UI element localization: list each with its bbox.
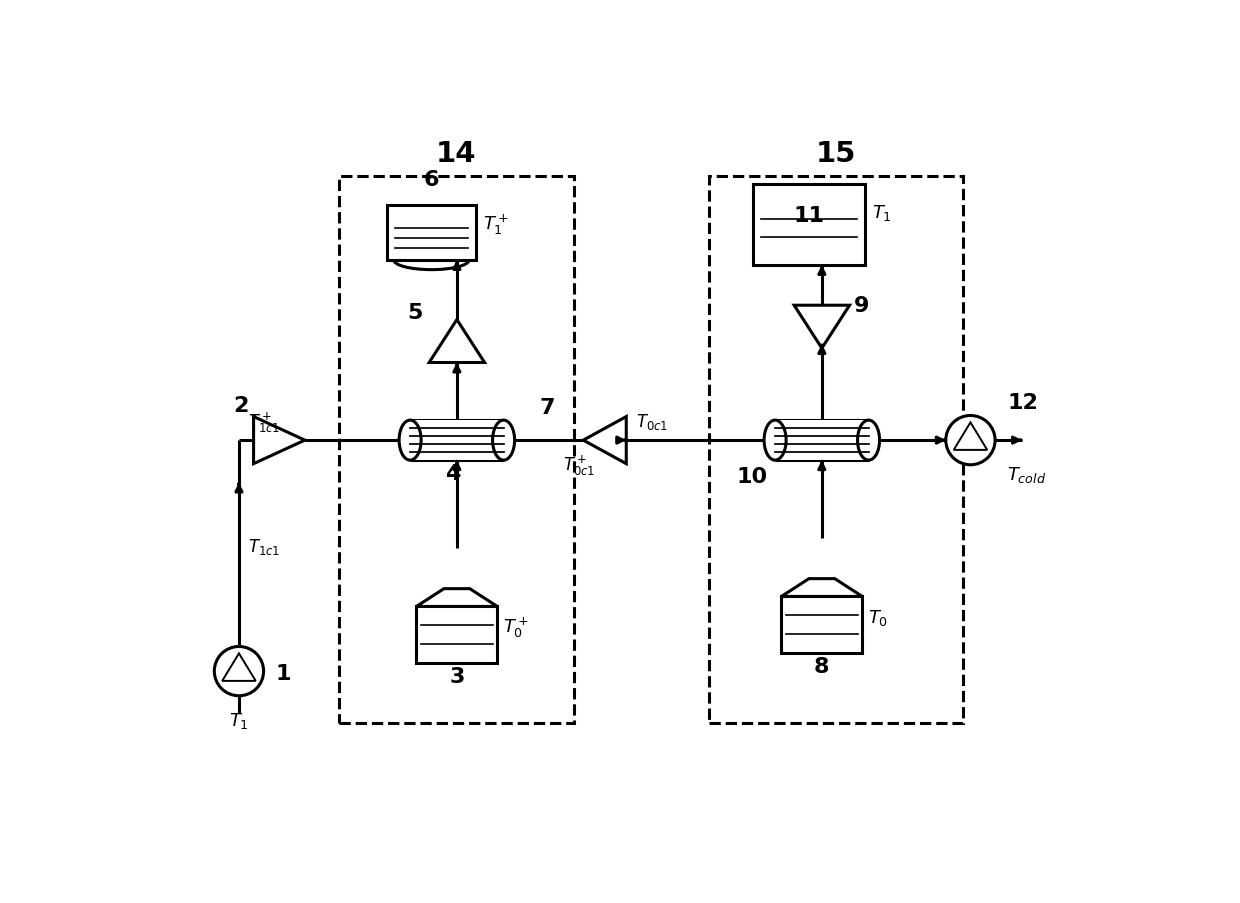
Text: $T_1^+$: $T_1^+$ — [484, 212, 510, 237]
Text: $T_1$: $T_1$ — [872, 202, 892, 222]
Text: $T_0^+$: $T_0^+$ — [502, 615, 528, 639]
Text: 6: 6 — [424, 170, 439, 190]
Text: $T_{cold}$: $T_{cold}$ — [1007, 464, 1047, 484]
Ellipse shape — [492, 421, 515, 461]
Polygon shape — [222, 654, 255, 681]
Ellipse shape — [858, 421, 879, 461]
Text: 4: 4 — [445, 464, 461, 484]
Text: 9: 9 — [854, 295, 869, 315]
Text: 2: 2 — [233, 396, 249, 415]
Text: 7: 7 — [539, 397, 556, 418]
Text: 15: 15 — [816, 140, 856, 168]
Bar — [781, 597, 862, 653]
Text: 8: 8 — [815, 656, 830, 676]
Polygon shape — [429, 321, 485, 363]
Text: $T_{1c1}$: $T_{1c1}$ — [248, 536, 280, 556]
Ellipse shape — [399, 421, 422, 461]
Text: $T^+_{0c1}$: $T^+_{0c1}$ — [563, 453, 595, 477]
Text: $T^+_{1c1}$: $T^+_{1c1}$ — [248, 411, 280, 435]
Polygon shape — [954, 423, 987, 451]
Text: 1: 1 — [277, 663, 291, 683]
Text: $T_0$: $T_0$ — [868, 607, 888, 628]
Ellipse shape — [764, 421, 786, 461]
Text: 3: 3 — [449, 666, 465, 686]
Text: 5: 5 — [407, 303, 422, 323]
Polygon shape — [254, 417, 305, 464]
Text: 12: 12 — [1007, 392, 1038, 413]
Text: 14: 14 — [436, 140, 476, 168]
Circle shape — [946, 416, 994, 465]
Polygon shape — [417, 589, 497, 607]
Bar — [417, 607, 497, 664]
Polygon shape — [583, 417, 626, 464]
Bar — [410, 421, 503, 461]
Bar — [339, 177, 574, 723]
Bar — [708, 177, 962, 723]
Text: $T_1$: $T_1$ — [229, 711, 249, 731]
Bar — [775, 421, 868, 461]
Polygon shape — [794, 306, 849, 349]
Text: 10: 10 — [737, 466, 768, 486]
Text: $T_{0c1}$: $T_{0c1}$ — [635, 412, 668, 432]
Text: 11: 11 — [794, 206, 825, 226]
Polygon shape — [781, 579, 862, 597]
Bar — [753, 185, 864, 265]
Bar — [387, 205, 476, 261]
Circle shape — [215, 647, 264, 696]
